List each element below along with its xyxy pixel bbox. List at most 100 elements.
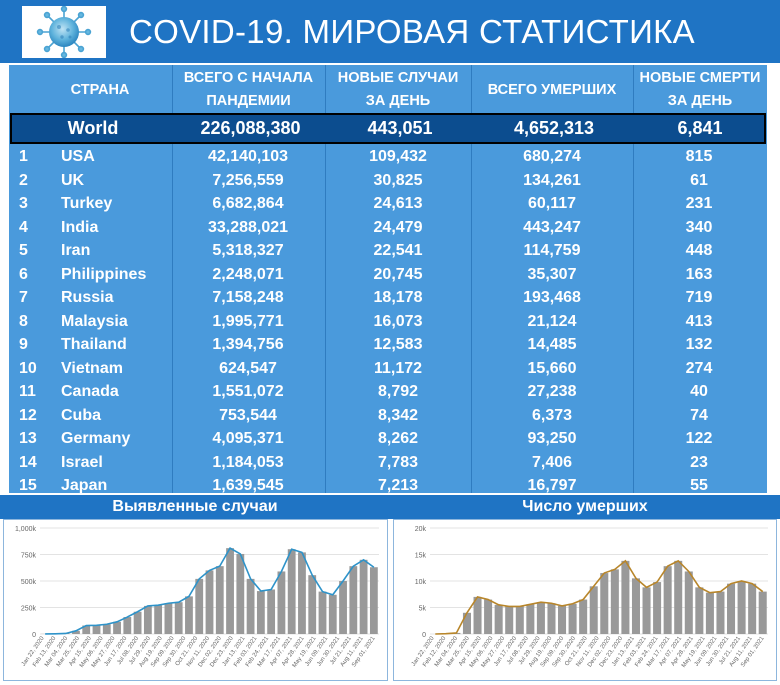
total-cell: 624,547 bbox=[174, 357, 322, 381]
bar bbox=[339, 581, 347, 634]
new-cases-cell: 7,783 bbox=[327, 451, 469, 475]
header-bar: COVID-19. МИРОВАЯ СТАТИСТИКА bbox=[0, 0, 780, 63]
bar bbox=[236, 554, 244, 634]
bar bbox=[569, 604, 577, 634]
deaths-cell: 6,373 bbox=[469, 404, 635, 428]
bar bbox=[226, 548, 234, 634]
country-cell: Thailand bbox=[61, 333, 181, 357]
header-deaths: ВСЕГО УМЕРШИХ bbox=[471, 79, 633, 102]
total-cell: 42,140,103 bbox=[174, 145, 322, 169]
world-row: World 226,088,380 443,051 4,652,313 6,84… bbox=[10, 113, 766, 144]
total-cell: 753,544 bbox=[174, 404, 322, 428]
bar bbox=[590, 586, 598, 634]
bar bbox=[547, 603, 555, 634]
new-cases-cell: 7,213 bbox=[327, 474, 469, 498]
new-cases-cell: 16,073 bbox=[327, 310, 469, 334]
bar bbox=[113, 622, 121, 634]
bar bbox=[516, 606, 524, 634]
rank-cell: 7 bbox=[19, 286, 59, 310]
new-deaths-cell: 719 bbox=[635, 286, 763, 310]
bar bbox=[329, 595, 337, 634]
bar bbox=[134, 612, 142, 634]
bar bbox=[247, 579, 255, 634]
total-cell: 1,394,756 bbox=[174, 333, 322, 357]
new-cases-cell: 24,613 bbox=[327, 192, 469, 216]
new-cases-cell: 20,745 bbox=[327, 263, 469, 287]
bar bbox=[144, 606, 152, 634]
new-cases-cell: 30,825 bbox=[327, 169, 469, 193]
bar bbox=[495, 605, 503, 634]
rank-cell: 11 bbox=[19, 380, 59, 404]
bar bbox=[558, 606, 566, 634]
deaths-cell: 35,307 bbox=[469, 263, 635, 287]
new-deaths-cell: 274 bbox=[635, 357, 763, 381]
country-cell: Israel bbox=[61, 451, 181, 475]
rank-cell: 13 bbox=[19, 427, 59, 451]
new-deaths-cell: 61 bbox=[635, 169, 763, 193]
bar bbox=[370, 567, 378, 634]
bar bbox=[738, 581, 746, 634]
rank-cell: 2 bbox=[19, 169, 59, 193]
bar bbox=[349, 566, 357, 634]
country-cell: UK bbox=[61, 169, 181, 193]
bar bbox=[674, 561, 682, 634]
rank-cell: 12 bbox=[19, 404, 59, 428]
header-new-line1: НОВЫЕ СЛУЧАИ bbox=[325, 67, 471, 90]
total-cell: 7,256,559 bbox=[174, 169, 322, 193]
y-tick-label: 20k bbox=[415, 526, 427, 533]
new-deaths-cell: 413 bbox=[635, 310, 763, 334]
new-deaths-cell: 122 bbox=[635, 427, 763, 451]
country-cell: Japan bbox=[61, 474, 181, 498]
bar bbox=[206, 570, 214, 634]
new-deaths-cell: 340 bbox=[635, 216, 763, 240]
bar bbox=[175, 602, 183, 634]
deaths-cell: 27,238 bbox=[469, 380, 635, 404]
bar bbox=[632, 578, 640, 634]
new-deaths-cell: 23 bbox=[635, 451, 763, 475]
new-deaths-cell: 815 bbox=[635, 145, 763, 169]
bar bbox=[103, 624, 111, 634]
bar bbox=[165, 603, 173, 634]
bar bbox=[664, 566, 672, 634]
logo-box bbox=[22, 6, 106, 58]
rank-cell: 14 bbox=[19, 451, 59, 475]
bar bbox=[216, 566, 224, 634]
country-cell: USA bbox=[61, 145, 181, 169]
bar bbox=[298, 552, 306, 634]
new-deaths-cell: 132 bbox=[635, 333, 763, 357]
new-cases-cell: 8,792 bbox=[327, 380, 469, 404]
bar bbox=[748, 584, 756, 634]
y-tick-label: 15k bbox=[415, 553, 427, 560]
world-label: World bbox=[38, 115, 148, 142]
bar bbox=[537, 602, 545, 634]
rank-cell: 5 bbox=[19, 239, 59, 263]
bar bbox=[716, 592, 724, 634]
y-tick-label: 750k bbox=[21, 553, 37, 560]
deaths-cell: 7,406 bbox=[469, 451, 635, 475]
bar bbox=[319, 592, 327, 634]
deaths-cell: 21,124 bbox=[469, 310, 635, 334]
country-cell: Turkey bbox=[61, 192, 181, 216]
bar bbox=[278, 571, 286, 634]
country-cell: Malaysia bbox=[61, 310, 181, 334]
country-cell: Canada bbox=[61, 380, 181, 404]
y-tick-label: 10k bbox=[415, 579, 427, 586]
bar bbox=[759, 592, 767, 634]
country-cell: Russia bbox=[61, 286, 181, 310]
header-newd-line1: НОВЫЕ СМЕРТИ bbox=[633, 67, 767, 90]
bar bbox=[727, 584, 735, 634]
new-deaths-cell: 448 bbox=[635, 239, 763, 263]
bar bbox=[484, 600, 492, 634]
header-new-line2: ЗА ДЕНЬ bbox=[325, 90, 471, 113]
new-cases-cell: 8,342 bbox=[327, 404, 469, 428]
country-cell: India bbox=[61, 216, 181, 240]
